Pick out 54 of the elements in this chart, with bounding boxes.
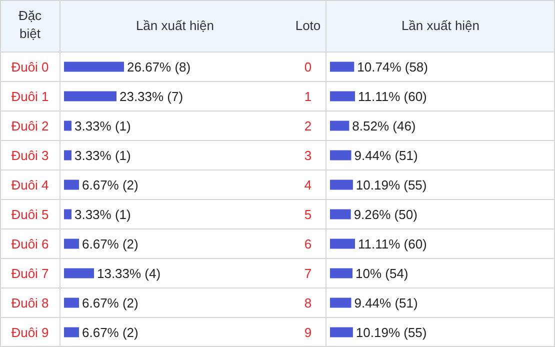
y-axis-title: Loto xyxy=(295,18,321,33)
y-tick-label: 8 xyxy=(304,295,312,310)
y-tick-label: 1 xyxy=(304,88,312,104)
data-label: 9.26% (50) xyxy=(354,206,418,222)
y-tick-label: 3 xyxy=(304,148,312,163)
data-label: 10.74% (58) xyxy=(357,59,428,74)
y-tick-label: Đuôi 6 xyxy=(11,236,49,252)
bar xyxy=(64,327,80,338)
bar xyxy=(64,180,80,190)
y-tick-label: Đuôi 3 xyxy=(11,148,49,163)
data-label: 3.33% (1) xyxy=(74,206,131,222)
y-tick-label: 7 xyxy=(304,266,312,281)
data-label: 3.33% (1) xyxy=(74,118,131,134)
y-axis-title: Đặc biệt xyxy=(18,8,42,41)
data-label: 10.19% (55) xyxy=(356,324,427,340)
y-tick-label: Đuôi 0 xyxy=(11,59,49,74)
y-tick-label: Đuôi 8 xyxy=(11,295,49,310)
data-label: 13.33% (4) xyxy=(96,266,161,281)
bar xyxy=(64,62,124,72)
bar xyxy=(64,150,72,160)
bar xyxy=(64,91,116,102)
y-tick-label: 5 xyxy=(304,206,312,222)
y-tick-label: Đuôi 5 xyxy=(11,206,49,222)
y-tick-label: Đuôi 9 xyxy=(11,324,49,340)
y-tick-label: 4 xyxy=(304,177,312,192)
data-label: 8.52% (46) xyxy=(352,118,416,134)
data-label: 6.67% (2) xyxy=(82,295,138,310)
y-tick-label: 9 xyxy=(304,324,312,340)
data-label: 9.44% (51) xyxy=(354,148,418,163)
bar xyxy=(64,298,80,308)
y-tick-label: Đuôi 4 xyxy=(11,177,49,192)
data-label: 23.33% (7) xyxy=(119,88,184,104)
bar xyxy=(64,268,94,278)
x-axis-title: Lần xuất hiện xyxy=(136,18,214,33)
x-axis-title: Lần xuất hiện xyxy=(401,18,480,33)
y-tick-label: Đuôi 7 xyxy=(11,266,49,281)
data-label: 6.67% (2) xyxy=(82,177,138,192)
bar xyxy=(64,238,80,249)
y-tick-label: Đuôi 2 xyxy=(11,118,49,134)
bar xyxy=(64,120,72,131)
y-tick-label: 2 xyxy=(304,118,312,134)
data-label: 6.67% (2) xyxy=(82,324,138,340)
data-label: 10% (54) xyxy=(356,266,408,281)
y-tick-label: 0 xyxy=(304,59,312,74)
data-label: 3.33% (1) xyxy=(74,148,131,163)
y-tick-label: Đuôi 1 xyxy=(11,88,49,104)
data-label: 26.67% (8) xyxy=(127,59,191,74)
y-tick-label: 6 xyxy=(304,236,312,252)
data-label: 10.19% (55) xyxy=(356,177,427,192)
data-label: 11.11% (60) xyxy=(358,236,427,252)
bar xyxy=(64,209,72,220)
data-label: 9.44% (51) xyxy=(354,295,418,310)
data-label: 11.11% (60) xyxy=(358,88,427,104)
data-label: 6.67% (2) xyxy=(82,236,138,252)
